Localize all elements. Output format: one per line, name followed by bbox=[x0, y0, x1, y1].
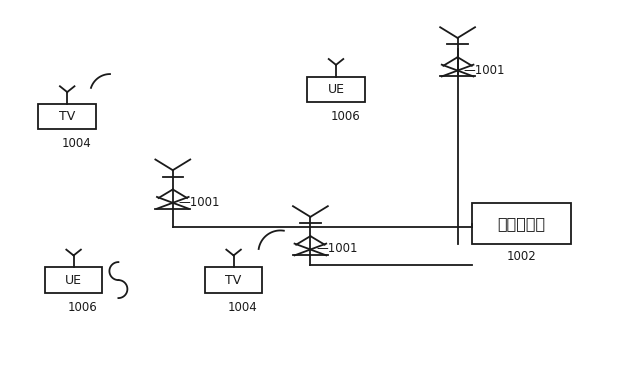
Bar bbox=[38, 104, 96, 130]
Text: —1001: —1001 bbox=[463, 63, 505, 77]
Text: TV: TV bbox=[225, 273, 242, 287]
Bar bbox=[205, 268, 262, 293]
Text: —1001: —1001 bbox=[179, 196, 220, 209]
Bar bbox=[472, 203, 571, 244]
Text: UE: UE bbox=[65, 273, 82, 287]
Text: UE: UE bbox=[328, 83, 344, 96]
Bar bbox=[307, 77, 365, 102]
Text: TV: TV bbox=[59, 110, 76, 123]
Text: 1004: 1004 bbox=[61, 137, 91, 150]
Text: —1001: —1001 bbox=[316, 242, 358, 256]
Text: 1006: 1006 bbox=[330, 110, 360, 123]
Text: 1002: 1002 bbox=[507, 250, 536, 263]
Text: 1006: 1006 bbox=[68, 301, 97, 314]
Bar bbox=[45, 268, 102, 293]
Text: 放送送信器: 放送送信器 bbox=[497, 216, 546, 231]
Text: 1004: 1004 bbox=[228, 301, 257, 314]
